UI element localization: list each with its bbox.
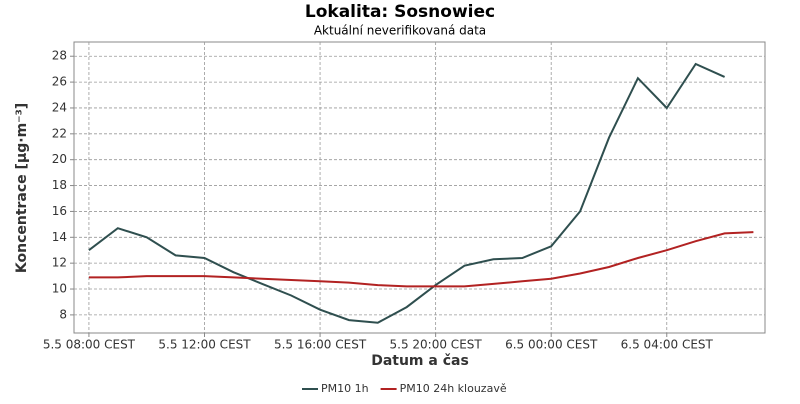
x-tick-label: 5.5 20:00 CEST (390, 338, 483, 352)
x-tick-label: 6.5 04:00 CEST (621, 338, 714, 352)
legend-label: PM10 1h (321, 382, 369, 395)
chart-title: Lokalita: Sosnowiec (305, 2, 495, 22)
series-line (88, 62, 726, 324)
x-axis-label: Datum a čas (371, 353, 469, 369)
chart-subtitle: Aktuální neverifikovaná data (314, 24, 486, 38)
y-tick-label: 14 (52, 230, 67, 244)
y-tick-label: 28 (52, 49, 67, 63)
y-tick-label: 8 (59, 307, 67, 321)
x-tick-label: 5.5 12:00 CEST (158, 338, 251, 352)
y-tick-label: 22 (52, 126, 67, 140)
y-axis-label: Koncentrace [µg·m⁻³] (14, 103, 30, 273)
series-line (88, 231, 754, 288)
y-tick-label: 12 (52, 256, 67, 270)
legend: PM10 1h PM10 24h klouzavě (302, 382, 507, 395)
y-tick-label: 18 (52, 178, 67, 192)
y-tick-label: 20 (52, 152, 67, 166)
y-tick-label: 26 (52, 75, 67, 89)
x-tick-label: 6.5 00:00 CEST (505, 338, 598, 352)
y-tick-label: 16 (52, 204, 67, 218)
x-tick-label: 5.5 08:00 CEST (43, 338, 136, 352)
y-tick-label: 10 (52, 282, 67, 296)
legend-label: PM10 24h klouzavě (400, 382, 507, 395)
y-tick-label: 24 (52, 100, 67, 114)
x-tick-label: 5.5 16:00 CEST (274, 338, 367, 352)
